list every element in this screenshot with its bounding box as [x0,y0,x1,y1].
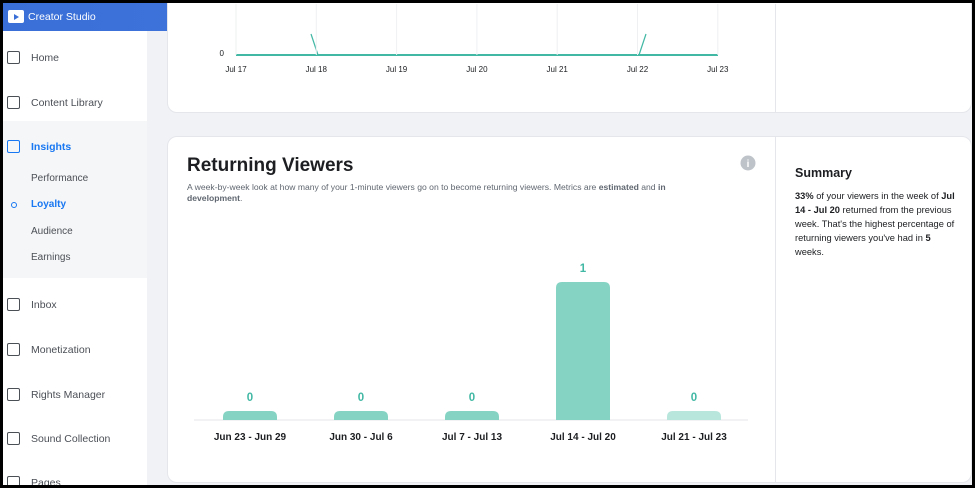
value-label: 0 [691,392,697,404]
nav-item: Content Library [31,97,103,109]
value-label: 0 [469,392,475,404]
nav-item: Monetization [31,344,91,356]
line [310,33,319,56]
line [638,33,647,56]
nav-icon [7,298,20,311]
x-tick-label: Jul 18 [306,65,328,74]
summary-part: of your viewers in the week of [813,191,942,201]
description-part: and [638,182,658,192]
bar [556,282,610,420]
bar [445,411,499,420]
nav-icon [7,388,20,401]
description-part: in development [187,182,666,203]
summary-part: returned from the previous week. That's … [795,205,955,243]
description-part: estimated [598,182,639,192]
description-part: A week-by-week look at how many of your … [187,182,599,192]
nav-item: Inbox [31,299,57,311]
card-title: Returning Viewers [187,155,354,176]
nav-subitem: Audience [31,226,73,237]
nav-icon [7,140,20,153]
x-tick-label: Jun 30 - Jul 6 [329,432,393,443]
active-dot [11,202,17,208]
top-card: 0 Jul 17 Jul 18 Jul 19 Jul 20 Jul 21 Jul 22 Jul… [167,3,972,113]
summary-part: Jul 14 - Jul 20 [795,191,955,215]
summary-text: 33% of your viewers in the week of Jul 1… [795,189,955,259]
y-tick-label: 0 [220,49,225,58]
bar [223,411,277,420]
returning-viewers-card: Returning Viewers A week-by-week look at… [167,136,972,483]
nav-icon [7,51,20,64]
nav-subitem: Performance [31,173,89,184]
x-tick-label: Jul 14 - Jul 20 [550,432,616,443]
x-tick-label: Jul 22 [627,65,649,74]
x-tick-label: Jul 20 [466,65,488,74]
nav-icon [7,96,20,109]
logo [8,10,24,23]
sidebar: Home Content Library Insights Performance Lo… [3,31,147,485]
x-tick-label: Jul 19 [386,65,408,74]
nav-item: Pages [31,477,61,485]
x-tick-label: Jul 17 [225,65,247,74]
insights-group [3,121,147,278]
summary-part: 5 [925,233,931,243]
x-tick-label: Jul 7 - Jul 13 [442,432,502,443]
nav-icon [7,432,20,445]
nav-icon [7,343,20,356]
nav-subitem: Loyalty [31,199,67,210]
nav-item: Rights Manager [31,389,106,401]
app-title: Creator Studio [28,11,96,23]
x-tick-label: Jul 23 [707,65,729,74]
x-tick-label: Jul 21 - Jul 23 [661,432,727,443]
nav-item: Sound Collection [31,433,111,445]
nav-item: Insights [31,141,72,153]
divider [775,4,776,112]
x-tick-label: Jul 21 [547,65,569,74]
nav-icon [7,476,20,485]
value-label: 0 [247,392,253,404]
description: A week-by-week look at how many of your … [187,182,687,204]
summary-title: Summary [795,166,852,180]
summary-part: weeks. [795,247,824,257]
bar [667,411,721,420]
nav-item: Home [31,52,60,64]
description-part: . [240,193,243,203]
info-icon[interactable]: i [740,155,756,171]
summary-part: 33% [795,191,814,201]
bar [334,411,388,420]
value-label: 1 [580,263,587,275]
bar-chart: 0 Jun 23 - Jun 29 0 Jun 30 - Jul 6 0 Jul 7 - … [194,263,748,443]
value-label: 0 [358,392,364,404]
nav-subitem: Earnings [31,252,71,263]
svg-text:i: i [747,159,750,170]
x-tick-label: Jun 23 - Jun 29 [214,432,287,443]
divider [775,137,776,482]
